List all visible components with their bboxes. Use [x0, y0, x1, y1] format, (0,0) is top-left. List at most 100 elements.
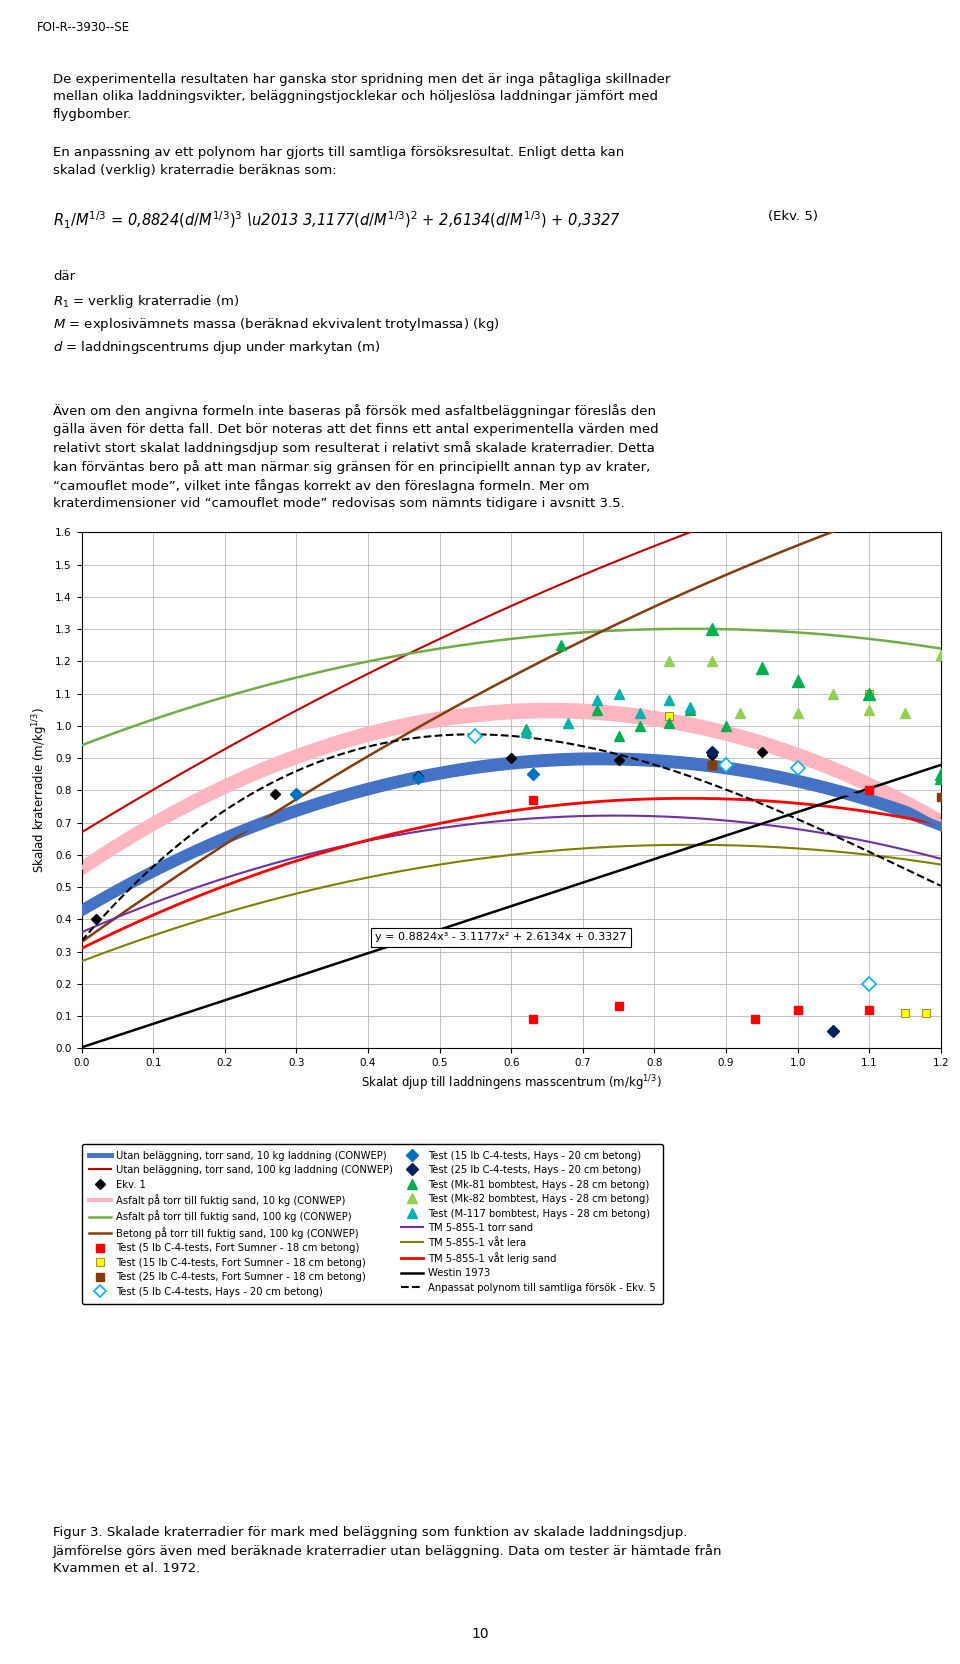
TM 5-855-1 våt lerig sand — [76, 938, 87, 958]
TM 5-855-1 torr sand — [582, 805, 593, 825]
Test (Mk-82 bombtest, Hays - 28 cm betong) — [863, 701, 875, 721]
Anpassat polynom till samtliga försök - Ekv. 5 — [76, 932, 87, 952]
TM 5-855-1 våt lera — [465, 850, 476, 870]
Utan beläggning, torr sand, 10 kg laddning (CONWEP) — [593, 749, 605, 769]
Westin 1973 — [465, 910, 476, 930]
Test (Mk-81 bombtest, Hays - 28 cm betong) — [684, 701, 696, 721]
Utan beläggning, torr sand, 10 kg laddning (CONWEP) — [76, 900, 87, 920]
TM 5-855-1 torr sand — [465, 814, 476, 834]
Utan beläggning, torr sand, 10 kg laddning (CONWEP) — [297, 799, 308, 819]
Asfalt på torr till fuktig sand, 100 kg (CONWEP) — [650, 619, 661, 639]
Line: Asfalt på torr till fuktig sand, 100 kg (CONWEP): Asfalt på torr till fuktig sand, 100 kg … — [82, 629, 941, 745]
TM 5-855-1 våt lera — [582, 839, 593, 859]
Text: En anpassning av ett polynom har gjorts till samtliga försöksresultat. Enligt de: En anpassning av ett polynom har gjorts … — [53, 146, 624, 176]
Test (15 lb C-4-tests, Hays - 20 cm betong) — [413, 767, 424, 787]
Test (5 lb C-4-tests, Hays - 20 cm betong) — [469, 726, 481, 745]
Y-axis label: Skalad kraterradie (m/kg$^{1/3}$): Skalad kraterradie (m/kg$^{1/3}$) — [30, 707, 50, 874]
Utan beläggning, torr sand, 100 kg laddning (CONWEP) — [650, 536, 661, 556]
Ekv. 1 — [706, 745, 717, 765]
Westin 1973 — [297, 965, 308, 985]
Test (Mk-82 bombtest, Hays - 28 cm betong) — [828, 684, 839, 704]
Utan beläggning, torr sand, 100 kg laddning (CONWEP) — [297, 697, 308, 717]
Betong på torr till fuktig sand, 100 kg (CONWEP) — [935, 483, 947, 503]
Test (Mk-82 bombtest, Hays - 28 cm betong) — [756, 657, 768, 677]
Anpassat polynom till samtliga försök - Ekv. 5 — [466, 724, 477, 744]
Asfalt på torr till fuktig sand, 10 kg (CONWEP) — [724, 724, 735, 744]
Line: Utan beläggning, torr sand, 100 kg laddning (CONWEP): Utan beläggning, torr sand, 100 kg laddn… — [82, 449, 941, 832]
Test (Mk-81 bombtest, Hays - 28 cm betong) — [519, 719, 531, 739]
TM 5-855-1 våt lera — [76, 952, 87, 972]
Asfalt på torr till fuktig sand, 10 kg (CONWEP) — [651, 709, 662, 729]
Asfalt på torr till fuktig sand, 10 kg (CONWEP) — [543, 701, 555, 721]
Utan beläggning, torr sand, 10 kg laddning (CONWEP) — [935, 815, 947, 835]
Test (Mk-82 bombtest, Hays - 28 cm betong) — [663, 651, 675, 671]
Betong på torr till fuktig sand, 100 kg (CONWEP) — [297, 785, 308, 805]
Betong på torr till fuktig sand, 100 kg (CONWEP) — [723, 564, 734, 584]
Anpassat polynom till samtliga försök - Ekv. 5 — [228, 795, 239, 815]
Test (Mk-81 bombtest, Hays - 28 cm betong) — [556, 636, 567, 656]
TM 5-855-1 torr sand — [76, 922, 87, 942]
Test (5 lb C-4-tests, Fort Sumner - 18 cm betong) — [863, 780, 875, 800]
Test (15 lb C-4-tests, Fort Sumner - 18 cm betong) — [863, 684, 875, 704]
TM 5-855-1 våt lera — [935, 855, 947, 875]
Test (5 lb C-4-tests, Hays - 20 cm betong) — [792, 757, 804, 777]
Text: där: där — [53, 270, 75, 283]
Test (Mk-82 bombtest, Hays - 28 cm betong) — [935, 646, 947, 666]
Anpassat polynom till samtliga försök - Ekv. 5 — [465, 724, 476, 744]
Asfalt på torr till fuktig sand, 100 kg (CONWEP) — [76, 735, 87, 755]
Utan beläggning, torr sand, 100 kg laddning (CONWEP) — [935, 439, 947, 459]
TM 5-855-1 våt lerig sand — [228, 872, 239, 892]
Test (Mk-81 bombtest, Hays - 28 cm betong) — [612, 726, 624, 745]
Test (M-117 bombtest, Hays - 28 cm betong) — [663, 691, 675, 711]
Line: TM 5-855-1 våt lera: TM 5-855-1 våt lera — [82, 845, 941, 962]
Test (M-117 bombtest, Hays - 28 cm betong) — [612, 684, 624, 704]
Test (25 lb C-4-tests, Fort Sumner - 18 cm betong) — [706, 754, 717, 774]
Line: Test (25 lb C-4-tests, Hays - 20 cm betong): Test (25 lb C-4-tests, Hays - 20 cm beto… — [708, 747, 837, 1035]
Test (Mk-82 bombtest, Hays - 28 cm betong) — [706, 651, 717, 671]
Test (Mk-81 bombtest, Hays - 28 cm betong) — [720, 716, 732, 735]
Test (5 lb C-4-tests, Fort Sumner - 18 cm betong) — [863, 1000, 875, 1020]
Betong på torr till fuktig sand, 100 kg (CONWEP) — [228, 829, 239, 849]
Line: Test (Mk-82 bombtest, Hays - 28 cm betong): Test (Mk-82 bombtest, Hays - 28 cm beton… — [664, 651, 946, 717]
Test (5 lb C-4-tests, Fort Sumner - 18 cm betong) — [527, 790, 539, 810]
Test (15 lb C-4-tests, Fort Sumner - 18 cm betong) — [900, 1003, 911, 1023]
Test (M-117 bombtest, Hays - 28 cm betong) — [563, 712, 574, 732]
Test (15 lb C-4-tests, Fort Sumner - 18 cm betong) — [663, 706, 675, 726]
Asfalt på torr till fuktig sand, 10 kg (CONWEP) — [584, 701, 595, 721]
Ekv. 1 — [756, 742, 768, 762]
Utan beläggning, torr sand, 10 kg laddning (CONWEP) — [228, 824, 239, 844]
Test (Mk-81 bombtest, Hays - 28 cm betong) — [591, 701, 603, 721]
Asfalt på torr till fuktig sand, 10 kg (CONWEP) — [935, 812, 947, 832]
Line: Asfalt på torr till fuktig sand, 10 kg (CONWEP): Asfalt på torr till fuktig sand, 10 kg (… — [82, 711, 941, 869]
Line: TM 5-855-1 torr sand: TM 5-855-1 torr sand — [82, 815, 941, 932]
TM 5-855-1 torr sand — [297, 845, 308, 865]
Test (15 lb C-4-tests, Fort Sumner - 18 cm betong) — [921, 1003, 932, 1023]
Test (5 lb C-4-tests, Fort Sumner - 18 cm betong) — [612, 997, 624, 1017]
Anpassat polynom till samtliga försök - Ekv. 5 — [724, 780, 735, 800]
Westin 1973 — [582, 870, 593, 890]
Test (5 lb C-4-tests, Fort Sumner - 18 cm betong) — [792, 1000, 804, 1020]
Test (25 lb C-4-tests, Hays - 20 cm betong) — [828, 1020, 839, 1040]
Text: $\mathit{d}$ = laddningscentrums djup under markytan (m): $\mathit{d}$ = laddningscentrums djup un… — [53, 339, 380, 356]
Utan beläggning, torr sand, 100 kg laddning (CONWEP) — [582, 562, 593, 582]
Line: Test (5 lb C-4-tests, Fort Sumner - 18 cm betong): Test (5 lb C-4-tests, Fort Sumner - 18 c… — [529, 760, 874, 1023]
Line: Test (Mk-81 bombtest, Hays - 28 cm betong): Test (Mk-81 bombtest, Hays - 28 cm beton… — [520, 641, 731, 740]
Text: (Ekv. 5): (Ekv. 5) — [768, 210, 818, 223]
Text: Figur 3. Skalade kraterradier för mark med beläggning som funktion av skalade la: Figur 3. Skalade kraterradier för mark m… — [53, 1526, 722, 1576]
Utan beläggning, torr sand, 10 kg laddning (CONWEP) — [465, 757, 476, 777]
Utan beläggning, torr sand, 10 kg laddning (CONWEP) — [651, 750, 662, 770]
Text: De experimentella resultaten har ganska stor spridning men det är inga påtagliga: De experimentella resultaten har ganska … — [53, 72, 670, 120]
Anpassat polynom till samtliga försök - Ekv. 5 — [651, 755, 662, 775]
Ekv. 1 — [505, 749, 516, 769]
Westin 1973 — [723, 825, 734, 845]
Text: $\mathit{M}$ = explosivämnets massa (beräknad ekvivalent trotylmassa) (kg): $\mathit{M}$ = explosivämnets massa (ber… — [53, 316, 499, 333]
Anpassat polynom till samtliga försök - Ekv. 5 — [297, 759, 308, 779]
Asfalt på torr till fuktig sand, 10 kg (CONWEP) — [228, 772, 239, 792]
Test (M-117 bombtest, Hays - 28 cm betong) — [591, 691, 603, 711]
Text: y = 0.8824x³ - 3.1177x² + 2.6134x + 0.3327: y = 0.8824x³ - 3.1177x² + 2.6134x + 0.33… — [375, 932, 627, 942]
TM 5-855-1 våt lera — [297, 882, 308, 902]
Text: FOI-R--3930--SE: FOI-R--3930--SE — [36, 20, 130, 33]
Asfalt på torr till fuktig sand, 10 kg (CONWEP) — [76, 859, 87, 879]
TM 5-855-1 våt lera — [684, 835, 696, 855]
Utan beläggning, torr sand, 100 kg laddning (CONWEP) — [723, 508, 734, 527]
